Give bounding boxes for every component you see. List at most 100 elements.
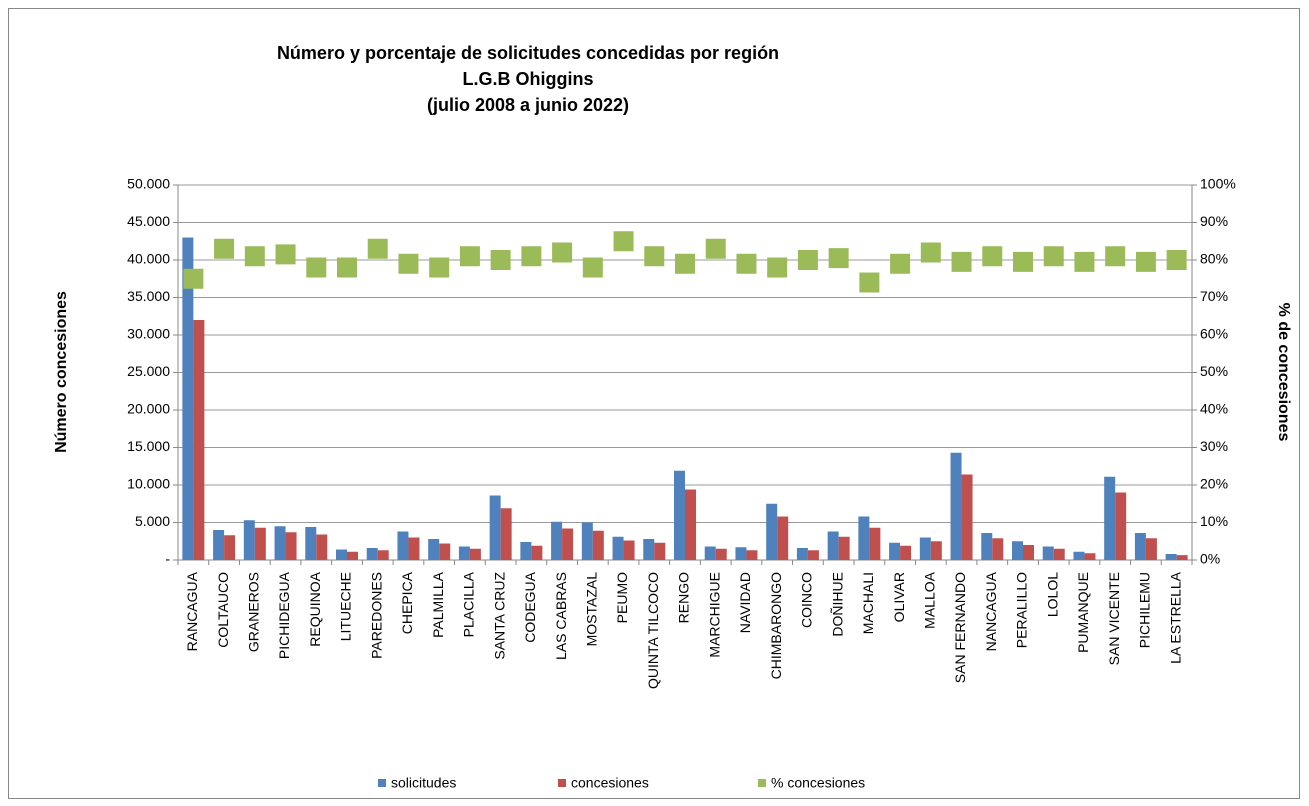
bar xyxy=(1145,538,1157,560)
y2-tick-label: 20% xyxy=(1200,476,1228,492)
marker xyxy=(367,238,388,259)
marker xyxy=(982,246,1003,267)
x-tick-label: OLIVAR xyxy=(891,572,907,622)
y2-tick-label: 0% xyxy=(1200,551,1220,567)
bar xyxy=(838,536,850,560)
x-tick-label: RANCAGUA xyxy=(184,571,200,651)
bar xyxy=(869,527,881,560)
bar xyxy=(224,535,236,560)
x-tick-label: MALLOA xyxy=(922,571,938,628)
marker xyxy=(1013,251,1033,272)
bar xyxy=(1042,546,1054,560)
x-tick-label: NANCAGUA xyxy=(983,571,999,651)
bar xyxy=(1104,476,1116,560)
bar xyxy=(766,503,778,560)
x-tick-label: MARCHIGUE xyxy=(706,572,722,658)
bar xyxy=(285,532,297,560)
x-tick-label: PEUMO xyxy=(614,572,630,623)
marker xyxy=(644,246,665,267)
bar xyxy=(274,526,286,560)
bar xyxy=(243,520,255,560)
bar xyxy=(1053,548,1065,560)
x-tick-label: PICHILEMU xyxy=(1137,572,1153,648)
bar xyxy=(193,320,205,560)
marker xyxy=(797,250,818,270)
bar xyxy=(366,548,378,560)
x-tick-label: COLTAUCO xyxy=(215,572,231,648)
bar xyxy=(182,237,194,560)
y2-tick-label: 90% xyxy=(1200,213,1228,229)
x-tick-label: GRANEROS xyxy=(246,572,262,652)
chart-title: (julio 2008 a junio 2022) xyxy=(427,95,629,115)
chart-title: Número y porcentaje de solicitudes conce… xyxy=(277,43,779,63)
x-tick-label: CHIMBARONGO xyxy=(768,572,784,679)
bar xyxy=(1134,533,1146,560)
y-tick-label: 35.000 xyxy=(127,288,170,304)
y-axis-title: Número concesiones xyxy=(53,291,70,453)
bar xyxy=(551,521,563,560)
marker xyxy=(675,253,695,274)
bar xyxy=(1012,541,1023,560)
marker xyxy=(490,250,511,270)
marker xyxy=(1105,246,1126,267)
marker xyxy=(736,253,757,274)
marker xyxy=(920,242,941,263)
y2-tick-label: 60% xyxy=(1200,326,1228,342)
bar xyxy=(489,495,501,560)
legend-label: solicitudes xyxy=(391,775,456,791)
y2-tick-label: 40% xyxy=(1200,401,1228,417)
x-tick-label: PAREDONES xyxy=(368,572,384,659)
bar xyxy=(715,548,727,560)
bar xyxy=(930,541,942,560)
x-tick-label: DOÑIHUE xyxy=(829,572,845,637)
x-tick-label: PUMANQUE xyxy=(1075,572,1091,653)
marker xyxy=(1166,250,1187,270)
marker xyxy=(890,253,911,274)
x-tick-label: SAN VICENTE xyxy=(1106,572,1122,665)
legend-label: % concesiones xyxy=(771,775,865,791)
y-tick-label: 15.000 xyxy=(127,438,170,454)
x-tick-label: LOLOL xyxy=(1044,572,1060,617)
bar xyxy=(1115,492,1127,560)
x-tick-label: SAN FERNANDO xyxy=(952,572,968,683)
y-tick-label: 50.000 xyxy=(127,176,170,192)
bar xyxy=(674,470,685,560)
y2-tick-label: 50% xyxy=(1200,363,1228,379)
marker xyxy=(214,238,235,259)
x-tick-label: PICHIDEGUA xyxy=(276,571,292,659)
bar xyxy=(981,533,993,560)
marker xyxy=(1043,246,1064,267)
marker xyxy=(552,242,573,263)
marker xyxy=(306,257,327,278)
bar xyxy=(1165,554,1177,560)
x-tick-label: PERALILLO xyxy=(1014,572,1030,648)
bar xyxy=(581,522,593,560)
chart-title: L.G.B Ohiggins xyxy=(463,69,594,89)
bar xyxy=(592,530,604,560)
bar xyxy=(623,540,635,560)
x-tick-label: CODEGUA xyxy=(522,571,538,642)
x-tick-label: REQUINOA xyxy=(307,571,323,646)
marker xyxy=(1074,251,1095,272)
x-tick-label: PLACILLA xyxy=(461,571,477,637)
bar xyxy=(254,527,266,560)
marker xyxy=(398,253,419,274)
y2-tick-label: 70% xyxy=(1200,288,1228,304)
bar xyxy=(1084,553,1096,560)
bar xyxy=(531,545,543,560)
bar xyxy=(1176,555,1188,560)
x-tick-label: CHEPICA xyxy=(399,571,415,634)
bar xyxy=(347,551,358,560)
x-tick-label: SANTA CRUZ xyxy=(491,572,507,660)
bar xyxy=(336,549,347,560)
x-tick-label: LITUECHE xyxy=(338,572,354,641)
chart-frame xyxy=(8,8,1300,799)
y-tick-label: 25.000 xyxy=(127,363,170,379)
bar xyxy=(1023,545,1034,560)
y2-tick-label: 10% xyxy=(1200,513,1228,529)
bar xyxy=(458,546,470,560)
bar xyxy=(900,545,912,560)
marker xyxy=(183,268,204,289)
y-tick-label: 20.000 xyxy=(127,401,170,417)
